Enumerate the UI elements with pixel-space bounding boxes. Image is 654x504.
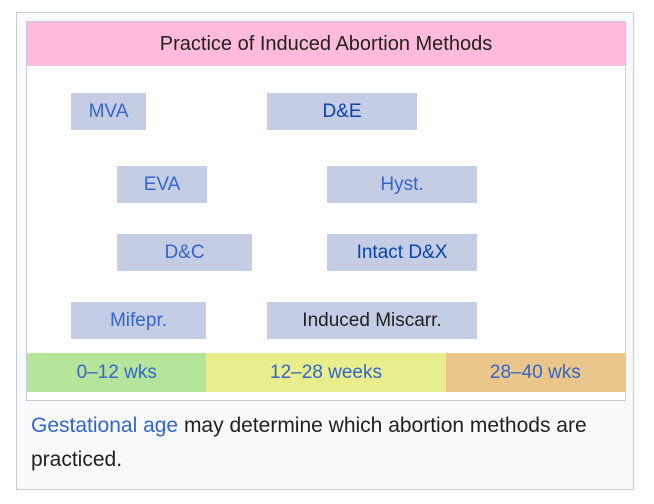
method-intact-dx-link[interactable]: Intact D&X (327, 234, 477, 271)
caption-text: may determine which abortion methods are… (31, 414, 587, 471)
timeline-second-trimester[interactable]: 12–28 weeks (206, 353, 446, 392)
method-mva-link[interactable]: MVA (71, 93, 146, 130)
method-induced-miscarr: Induced Miscarr. (267, 302, 477, 339)
method-dc-link[interactable]: D&C (117, 234, 252, 271)
method-hyst-link[interactable]: Hyst. (327, 166, 477, 203)
method-de-link[interactable]: D&E (267, 93, 417, 130)
timeline-third-trimester[interactable]: 28–40 wks (445, 353, 625, 392)
gestation-timeline: 0–12 wks 12–28 weeks 28–40 wks (27, 353, 625, 392)
gestational-age-link[interactable]: Gestational age (31, 414, 179, 437)
timeline-first-trimester[interactable]: 0–12 wks (27, 353, 207, 392)
figure-frame: Practice of Induced Abortion Methods MVA… (16, 12, 634, 490)
method-mifepr-link[interactable]: Mifepr. (71, 302, 206, 339)
figure-caption: Gestational age may determine which abor… (31, 409, 611, 477)
diagram-title: Practice of Induced Abortion Methods (27, 22, 625, 66)
diagram-box: Practice of Induced Abortion Methods MVA… (26, 21, 626, 401)
method-eva-link[interactable]: EVA (117, 166, 207, 203)
